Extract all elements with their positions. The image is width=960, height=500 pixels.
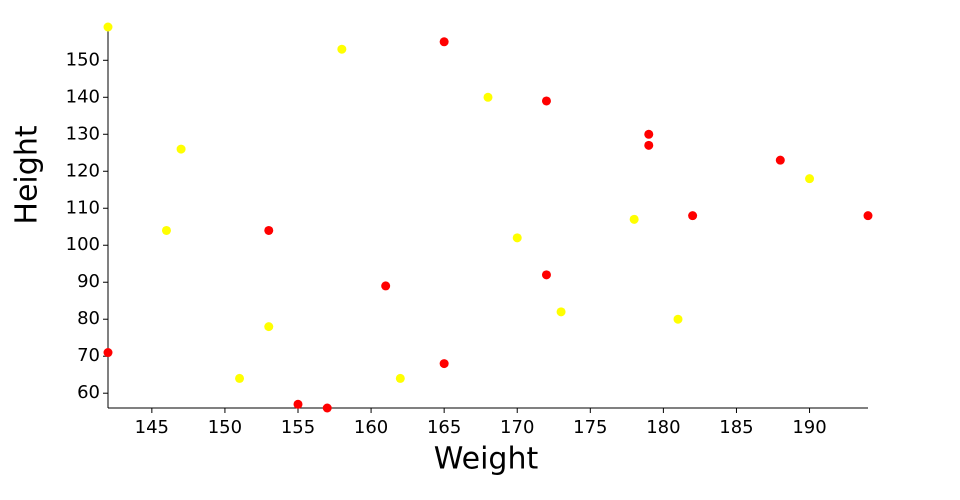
point xyxy=(512,233,522,243)
point xyxy=(161,225,171,235)
x-axis-title: Weight xyxy=(434,442,539,477)
y-tick-label: 90 xyxy=(77,271,100,292)
x-tick-label: 165 xyxy=(427,417,461,438)
y-tick-label: 120 xyxy=(66,160,100,181)
y-tick-label: 150 xyxy=(66,49,100,70)
point xyxy=(688,211,698,221)
point xyxy=(629,214,639,224)
y-tick-label: 100 xyxy=(66,234,100,255)
point xyxy=(264,322,274,332)
point xyxy=(381,281,391,291)
point xyxy=(541,270,551,280)
point xyxy=(337,44,347,54)
point xyxy=(644,129,654,139)
point xyxy=(322,403,332,413)
y-tick-label: 140 xyxy=(66,86,100,107)
point xyxy=(863,211,873,221)
x-tick-label: 180 xyxy=(646,417,680,438)
point xyxy=(293,399,303,409)
point xyxy=(556,307,566,317)
point xyxy=(673,314,683,324)
x-tick-label: 190 xyxy=(792,417,826,438)
x-tick-label: 170 xyxy=(500,417,534,438)
x-tick-label: 160 xyxy=(354,417,388,438)
point xyxy=(176,144,186,154)
y-tick-label: 60 xyxy=(77,382,100,403)
x-tick-label: 145 xyxy=(135,417,169,438)
y-tick-label: 130 xyxy=(66,123,100,144)
x-tick-label: 155 xyxy=(281,417,315,438)
x-tick-label: 185 xyxy=(719,417,753,438)
x-tick-label: 175 xyxy=(573,417,607,438)
point xyxy=(775,155,785,165)
point xyxy=(235,373,245,383)
point xyxy=(103,348,113,358)
point xyxy=(439,37,449,47)
point xyxy=(103,22,113,32)
y-tick-label: 70 xyxy=(77,345,100,366)
point xyxy=(264,225,274,235)
y-tick-label: 80 xyxy=(77,308,100,329)
point xyxy=(541,96,551,106)
point xyxy=(483,92,493,102)
y-tick-label: 110 xyxy=(66,197,100,218)
point xyxy=(805,174,815,184)
point xyxy=(439,359,449,369)
point xyxy=(644,140,654,150)
x-tick-label: 150 xyxy=(208,417,242,438)
point xyxy=(395,373,405,383)
y-axis-title: Height xyxy=(10,125,45,224)
